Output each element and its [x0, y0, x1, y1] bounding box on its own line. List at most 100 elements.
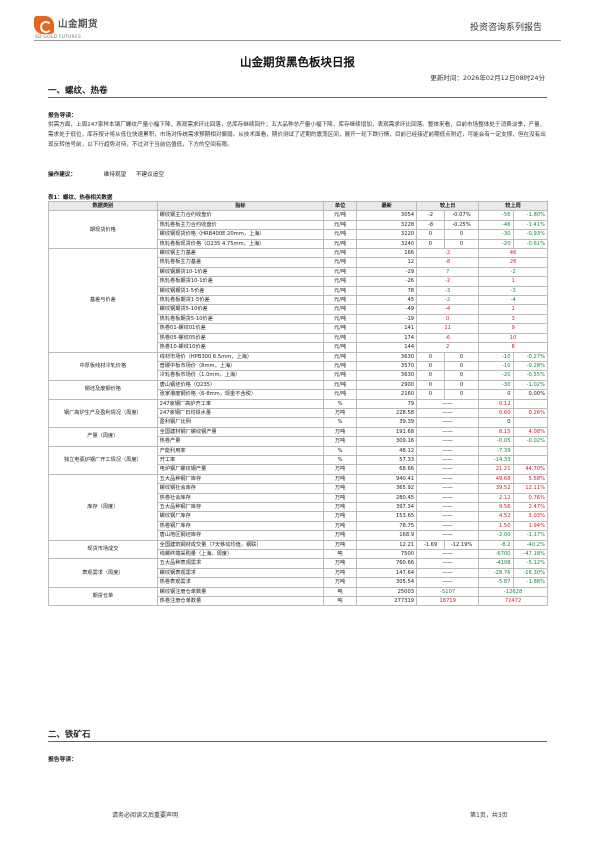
unit-cell: 万吨	[322, 426, 358, 438]
week-change-pct-cell: -1.80%	[512, 210, 549, 221]
unit-cell: 元/吨	[322, 370, 358, 381]
week-change-pct-cell: 3.03%	[512, 511, 549, 522]
day-change-cell: ——	[416, 445, 480, 456]
week-change-cell: -20	[478, 370, 514, 381]
day-change-cell: -2	[416, 276, 480, 287]
latest-cell: 12.21	[356, 539, 418, 551]
indicator-cell: 全国建筑钢材成交量（7天移动均值，钢联）	[156, 539, 324, 551]
table-row: 中厚板线材冷轧价格 线材市场价（HPB300 6.5mm，上海） 元/吨 3630 0 0…	[48, 351, 549, 381]
day-change-cell: ——	[416, 417, 480, 428]
table-row: 产量（周度） 全国建材钢厂螺纹钢产量 万吨 191.68 —— 8.15 4.08%	[48, 426, 549, 447]
unit-cell: 元/吨	[322, 285, 358, 297]
indicator-cell: 五大品种表观需求	[156, 558, 324, 569]
day-change-pct-cell: 0	[443, 351, 480, 362]
indicator-cell: 螺纹钢注册仓单数量	[156, 586, 324, 598]
day-change-cell: 0	[416, 379, 445, 391]
day-change-cell: ——	[416, 520, 480, 532]
table-row: 独立电弧炉钢厂开工情况（周度） 产能利用率% 48.12 —— -7.39	[48, 445, 549, 475]
indicator-cell: 螺纹钢期货10-1价差	[156, 266, 324, 278]
week-change-cell: -6700	[478, 549, 514, 560]
indicator-cell: 热卷05-螺纹05价差	[156, 332, 324, 344]
day-change-pct-cell: 0	[443, 389, 480, 400]
day-change-cell: ——	[416, 511, 480, 522]
table-row: 热轧卷板现货价格（Q235 4.75mm，上海） 元/吨 3240 0 0 -20 -0.6…	[49, 238, 549, 250]
unit-cell: 元/吨	[322, 295, 358, 306]
page-number: 第1页，共3页	[470, 812, 508, 819]
unit-cell: 元/吨	[322, 266, 358, 278]
unit-cell: %	[322, 398, 358, 409]
table-row: 钢厂高炉生产及盈利情况（周度） 247家钢厂高炉开工率% 79 —— 0.12	[48, 398, 549, 428]
latest-cell: 144	[356, 342, 418, 353]
unit-cell: 万吨	[322, 567, 358, 579]
week-change-cell: 1	[478, 276, 548, 287]
latest-cell: 2160	[356, 389, 418, 400]
table-caption: 表1：螺纹、热卷相关数据	[48, 195, 113, 201]
day-change-cell: 0	[416, 370, 445, 381]
unit-cell: 万吨	[322, 577, 358, 588]
unit-cell: 元/吨	[322, 257, 358, 268]
category-cell: 中厚板线材冷轧价格	[48, 351, 158, 381]
week-change-cell: 0.60	[478, 407, 514, 419]
table-row: 247家钢厂日均铁水量 万吨 228.58 —— 0.60 0.26%	[49, 407, 549, 419]
latest-cell: 3570	[356, 360, 418, 372]
day-change-cell: ——	[416, 464, 480, 475]
latest-cell: 2900	[356, 379, 418, 391]
unit-cell: 元/吨	[322, 360, 358, 372]
week-change-cell: -7.39	[478, 445, 514, 456]
latest-cell: 277319	[356, 596, 418, 607]
week-change-pct-cell: -16.30%	[512, 567, 549, 579]
category-cell: 产量（周度）	[48, 426, 158, 447]
week-change-cell: 1	[478, 304, 548, 315]
day-change-pct-cell: 0	[443, 238, 480, 250]
latest-cell: 147.64	[356, 567, 418, 579]
week-change-pct-cell: 1.94%	[512, 520, 549, 532]
report-title: 山金期货黑色板块日报	[240, 55, 355, 69]
latest-cell: 57.33	[356, 454, 418, 466]
unit-cell: 吨	[322, 596, 358, 607]
week-change-cell: -56	[478, 210, 514, 221]
week-change-cell: 8	[478, 342, 548, 353]
week-change-cell: 10	[478, 332, 548, 344]
day-change-pct-cell: -12.19%	[443, 539, 480, 551]
day-change-cell: -8	[416, 257, 480, 268]
table-body: 期现货价格 螺纹钢主力合约收盘价 元/吨 3054 -2 -0.07% -56 -1.80% 热…	[48, 210, 549, 607]
logo-icon	[34, 16, 54, 34]
day-change-cell: ——	[416, 483, 480, 494]
latest-cell: -26	[356, 276, 418, 287]
section1-divider	[48, 97, 547, 98]
latest-cell: -29	[356, 266, 418, 278]
unit-cell: 万吨	[322, 539, 358, 551]
report-series: 投资咨询系列报告	[469, 23, 542, 33]
indicator-cell: 热卷表观需求	[156, 577, 324, 588]
table-row: 线螺终端采购量（上海，周度）吨 7500 —— -6700 -47.18%	[49, 549, 549, 560]
day-change-cell: -2	[416, 210, 445, 221]
day-change-pct-cell: 0	[443, 229, 480, 240]
indicator-cell: 247家钢厂高炉开工率	[156, 398, 324, 409]
week-change-cell: -30	[478, 379, 514, 391]
unit-cell: %	[322, 454, 358, 466]
week-change-pct-cell: -0.93%	[512, 229, 549, 240]
day-change-cell: -2	[416, 248, 480, 259]
week-change-pct-cell	[512, 417, 549, 428]
week-change-cell: -5.87	[478, 577, 514, 588]
week-change-cell: 9	[478, 323, 548, 334]
week-change-cell: 8.15	[478, 426, 514, 438]
day-change-cell: 0	[416, 360, 445, 372]
table-row: 热卷表观需求 万吨 305.54 —— -5.87 -1.88%	[49, 577, 549, 588]
category-cell: 期货仓单	[48, 586, 158, 607]
day-change-pct-cell: 0	[443, 370, 480, 381]
latest-cell: 78.75	[356, 520, 418, 532]
indicator-cell: 热轧卷板期货5-10价差	[156, 313, 324, 325]
week-change-cell: -2.00	[478, 530, 514, 541]
header-unit: 单位	[322, 200, 358, 212]
week-change-cell: 3	[478, 313, 548, 325]
latest-cell: -19	[356, 313, 418, 325]
table-row: 表观需求（周度） 五大品种表观需求 万吨 760.66 —— -4108 -5.12%	[48, 558, 549, 588]
day-change-cell: ——	[416, 549, 480, 560]
week-change-cell: -46	[478, 219, 514, 231]
week-change-pct-cell: -1.88%	[512, 577, 549, 588]
day-change-cell: ——	[416, 407, 480, 419]
latest-cell: 3220	[356, 229, 418, 240]
latest-cell: 7500	[356, 549, 418, 560]
unit-cell: 元/吨	[322, 248, 358, 259]
